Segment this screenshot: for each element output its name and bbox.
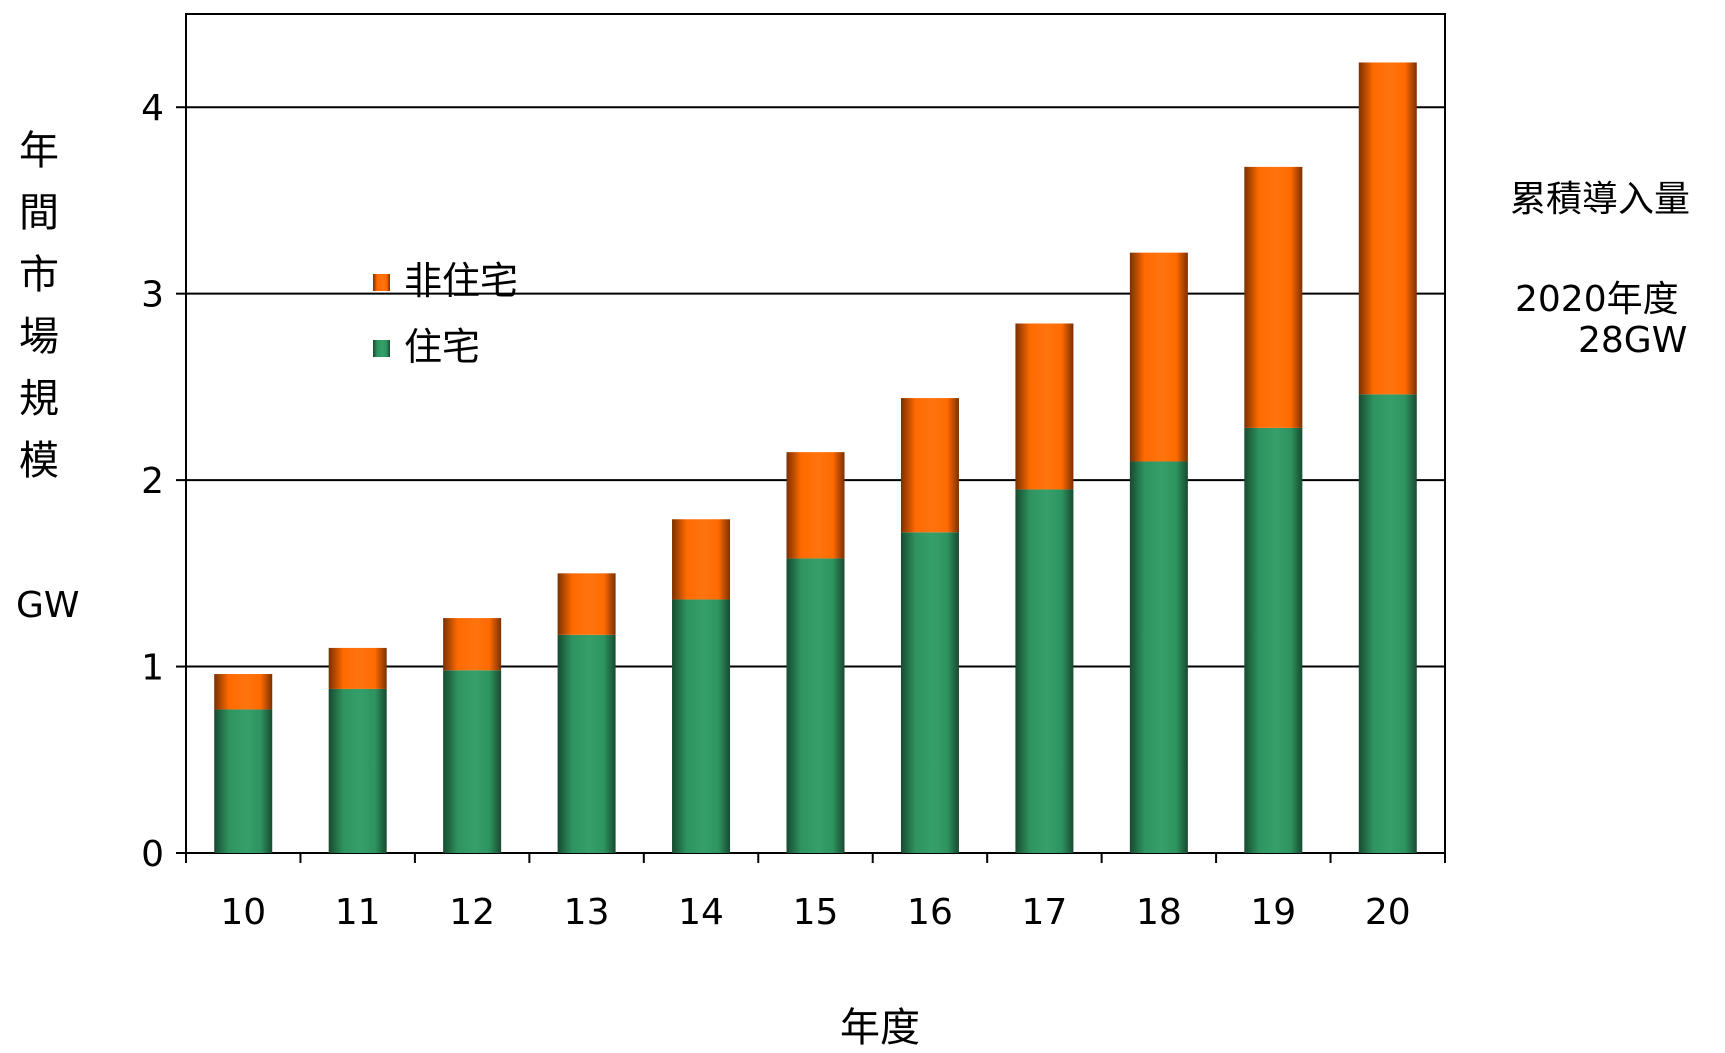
x-tick-label-10: 10	[220, 892, 266, 933]
y-tick-label-1: 1	[141, 648, 164, 689]
x-tick-label-15: 15	[793, 892, 839, 933]
bar-residential-16	[900, 532, 959, 853]
bar-residential-15	[786, 558, 845, 853]
legend-label-nonresidential: 非住宅	[404, 259, 518, 303]
bar-nonresidential-13	[557, 573, 616, 635]
y-tick-label-3: 3	[141, 275, 164, 316]
bar-nonresidential-19	[1244, 166, 1303, 428]
x-tick-label-12: 12	[449, 892, 495, 933]
x-tick-label-18: 18	[1136, 892, 1182, 933]
legend-swatch-residential	[373, 340, 390, 357]
bar-nonresidential-10	[214, 674, 273, 710]
bar-nonresidential-15	[786, 452, 845, 559]
y-axis-unit: GW	[16, 585, 80, 626]
bar-residential-19	[1244, 427, 1303, 853]
bar-nonresidential-17	[1015, 323, 1074, 490]
x-tick-label-16: 16	[907, 892, 953, 933]
bar-residential-17	[1015, 489, 1074, 853]
bar-residential-11	[328, 688, 387, 853]
x-tick-label-11: 11	[335, 892, 381, 933]
bar-nonresidential-20	[1358, 62, 1417, 395]
y-tick-label-2: 2	[141, 461, 164, 502]
bar-residential-20	[1358, 394, 1417, 853]
legend-label-residential: 住宅	[404, 325, 480, 369]
y-tick-label-0: 0	[141, 834, 164, 875]
bar-nonresidential-16	[900, 398, 959, 533]
bar-nonresidential-18	[1129, 252, 1188, 462]
x-tick-label-20: 20	[1365, 892, 1411, 933]
annotation-year: 2020年度	[1515, 279, 1679, 320]
annotation-title: 累積導入量	[1510, 179, 1691, 220]
bar-nonresidential-11	[328, 647, 387, 689]
y-axis-label: 年間市場規模	[19, 128, 59, 484]
bar-residential-12	[443, 670, 502, 853]
bar-residential-13	[557, 634, 616, 853]
bar-residential-14	[672, 599, 731, 853]
annotation-value: 28GW	[1578, 320, 1688, 361]
x-tick-label-13: 13	[564, 892, 610, 933]
bar-residential-10	[214, 709, 273, 853]
x-tick-label-19: 19	[1250, 892, 1296, 933]
x-axis-label: 年度	[840, 1005, 920, 1051]
bar-nonresidential-14	[672, 519, 731, 600]
bar-residential-18	[1129, 461, 1188, 853]
y-tick-label-4: 4	[141, 88, 164, 129]
x-tick-label-14: 14	[678, 892, 724, 933]
x-tick-label-17: 17	[1022, 892, 1068, 933]
bar-nonresidential-12	[443, 618, 502, 671]
legend-swatch-nonresidential	[373, 274, 390, 291]
